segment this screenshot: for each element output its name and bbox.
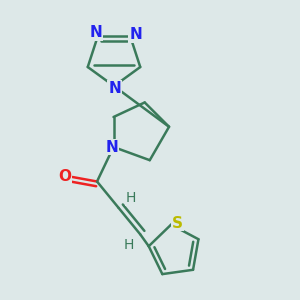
Text: H: H [124,238,134,252]
Text: N: N [108,81,121,96]
Text: O: O [58,169,71,184]
Text: H: H [126,191,136,205]
Text: N: N [129,27,142,42]
Text: S: S [172,216,183,231]
Text: N: N [90,25,103,40]
Text: N: N [106,140,118,154]
